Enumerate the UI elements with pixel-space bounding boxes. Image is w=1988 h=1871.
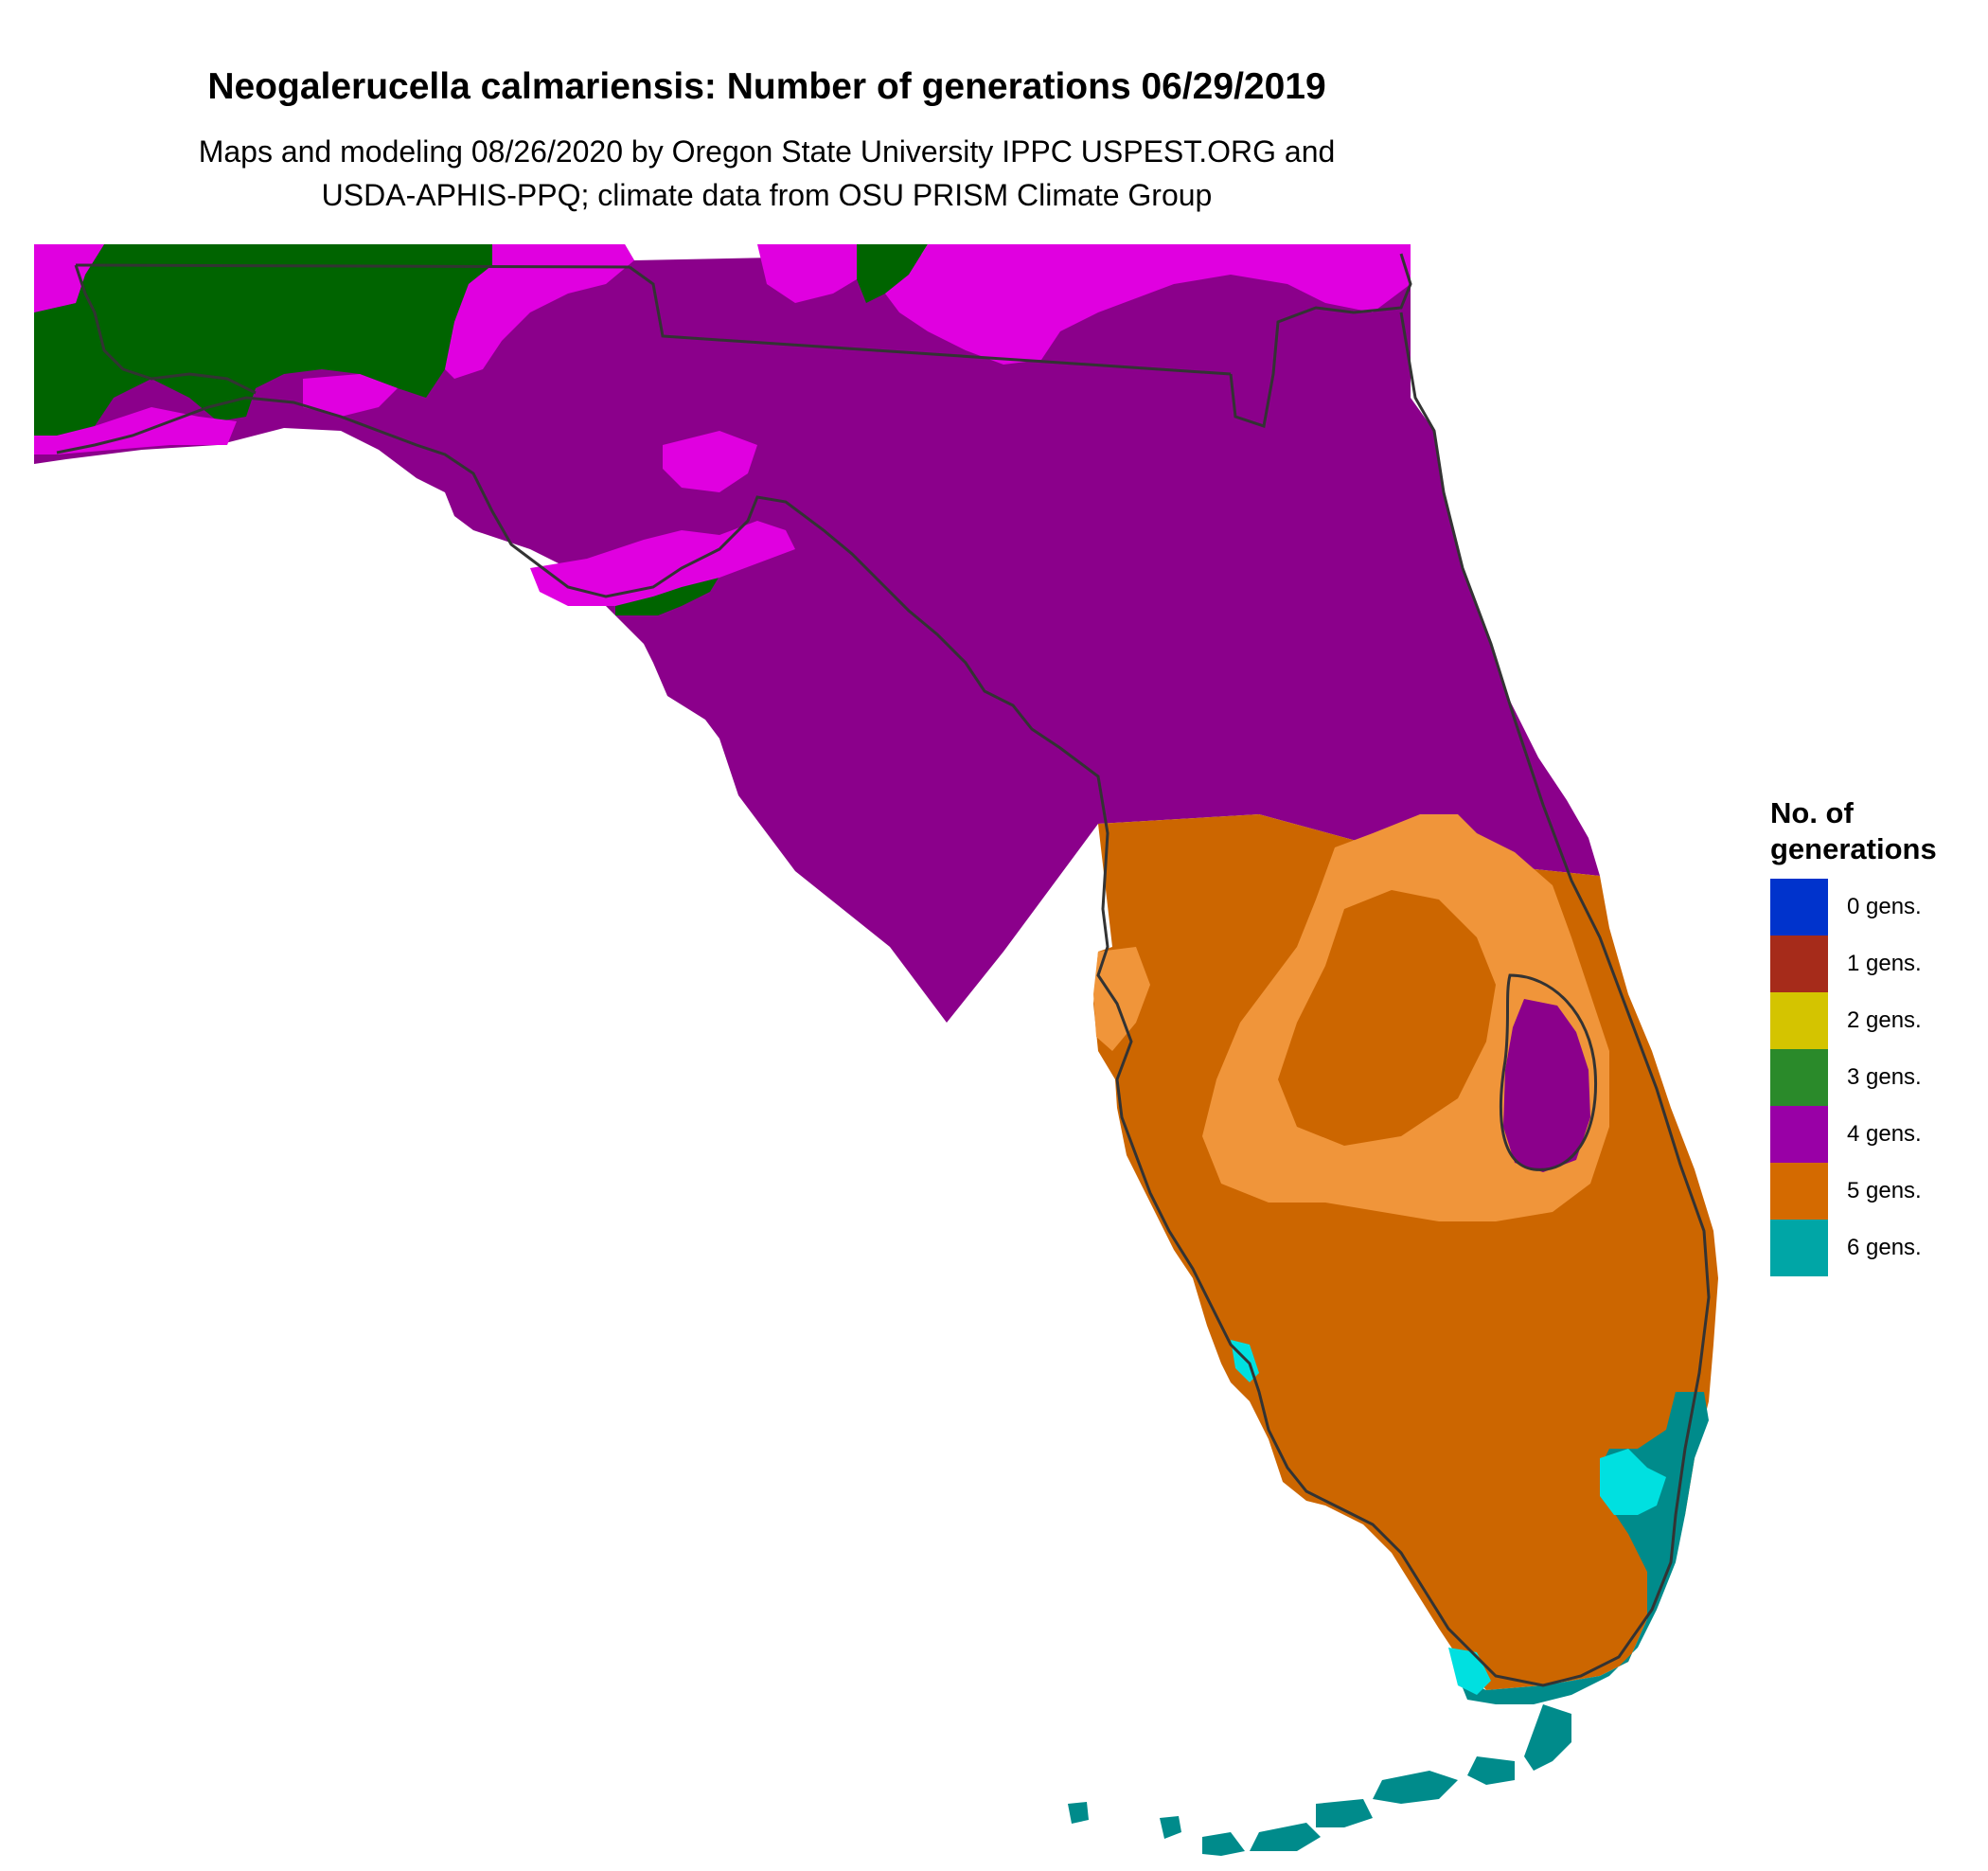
- florida-keys-6-gens-5: [1250, 1823, 1321, 1851]
- legend: No. of generations 0 gens. 1 gens. 2 gens.…: [1770, 795, 1974, 1276]
- florida-keys-6-gens-4: [1316, 1799, 1373, 1827]
- legend-swatch: [1770, 1049, 1828, 1106]
- legend-title: No. of generations: [1770, 795, 1974, 867]
- region-6-gens-east-light: [1600, 1449, 1666, 1515]
- coastline-outline: [56, 253, 1711, 1687]
- region-4-gens-light-7: [663, 431, 757, 492]
- florida-keys-6-gens-7: [1160, 1816, 1181, 1839]
- map-subtitle-line-1: Maps and modeling 08/26/2020 by Oregon S…: [198, 134, 1336, 169]
- legend-title-line-1: No. of: [1770, 796, 1854, 829]
- legend-label: 0 gens.: [1847, 894, 1922, 919]
- legend-label: 3 gens.: [1847, 1064, 1922, 1090]
- region-4-gens-light-2: [445, 244, 634, 379]
- legend-item: 0 gens.: [1770, 879, 1974, 936]
- legend-title-line-2: generations: [1770, 832, 1937, 865]
- florida-keys-6-gens: [1524, 1704, 1571, 1771]
- legend-swatch: [1770, 936, 1828, 992]
- legend-label: 5 gens.: [1847, 1178, 1922, 1203]
- legend-label: 4 gens.: [1847, 1121, 1922, 1147]
- legend-item: 3 gens.: [1770, 1049, 1974, 1106]
- legend-item: 2 gens.: [1770, 992, 1974, 1049]
- legend-item: 1 gens.: [1770, 936, 1974, 992]
- region-4-gens-light-1: [34, 244, 104, 312]
- legend-item: 5 gens.: [1770, 1163, 1974, 1220]
- legend-item: 4 gens.: [1770, 1106, 1974, 1163]
- map-subtitle-line-2: USDA-APHIS-PPQ; climate data from OSU PR…: [321, 178, 1213, 212]
- region-3-gens-north: [857, 244, 928, 303]
- legend-swatch: [1770, 992, 1828, 1049]
- region-3-gens-west: [34, 244, 492, 436]
- legend-swatch: [1770, 1163, 1828, 1220]
- legend-label: 2 gens.: [1847, 1007, 1922, 1033]
- region-4-gens-light-6: [34, 407, 237, 454]
- map-title: Neogalerucella calmariensis: Number of g…: [207, 66, 1326, 107]
- region-5-gens-west-coast: [1093, 947, 1150, 1051]
- region-4-gens: [34, 244, 1600, 1023]
- legend-label: 6 gens.: [1847, 1235, 1922, 1260]
- legend-swatch: [1770, 879, 1828, 936]
- legend-rows: 0 gens. 1 gens. 2 gens. 3 gens. 4 gens. 5 gen…: [1770, 879, 1974, 1276]
- region-5-gens-core: [1278, 890, 1496, 1146]
- region-4-gens-light-3: [885, 244, 1411, 365]
- region-4-gens-light-5: [530, 521, 795, 606]
- region-4-gens-light-4: [757, 244, 857, 303]
- lake-okeechobee-4-gens: [1503, 999, 1590, 1172]
- region-4-gens-light-8: [303, 374, 398, 417]
- legend-label: 1 gens.: [1847, 951, 1922, 976]
- legend-swatch: [1770, 1220, 1828, 1276]
- florida-keys-6-gens-3: [1373, 1771, 1458, 1804]
- legend-item: 6 gens.: [1770, 1220, 1974, 1276]
- legend-swatch: [1770, 1106, 1828, 1163]
- florida-keys-6-gens-2: [1467, 1756, 1515, 1785]
- florida-keys-6-gens-6: [1202, 1832, 1245, 1856]
- dry-tortugas-6-gens: [1068, 1802, 1089, 1824]
